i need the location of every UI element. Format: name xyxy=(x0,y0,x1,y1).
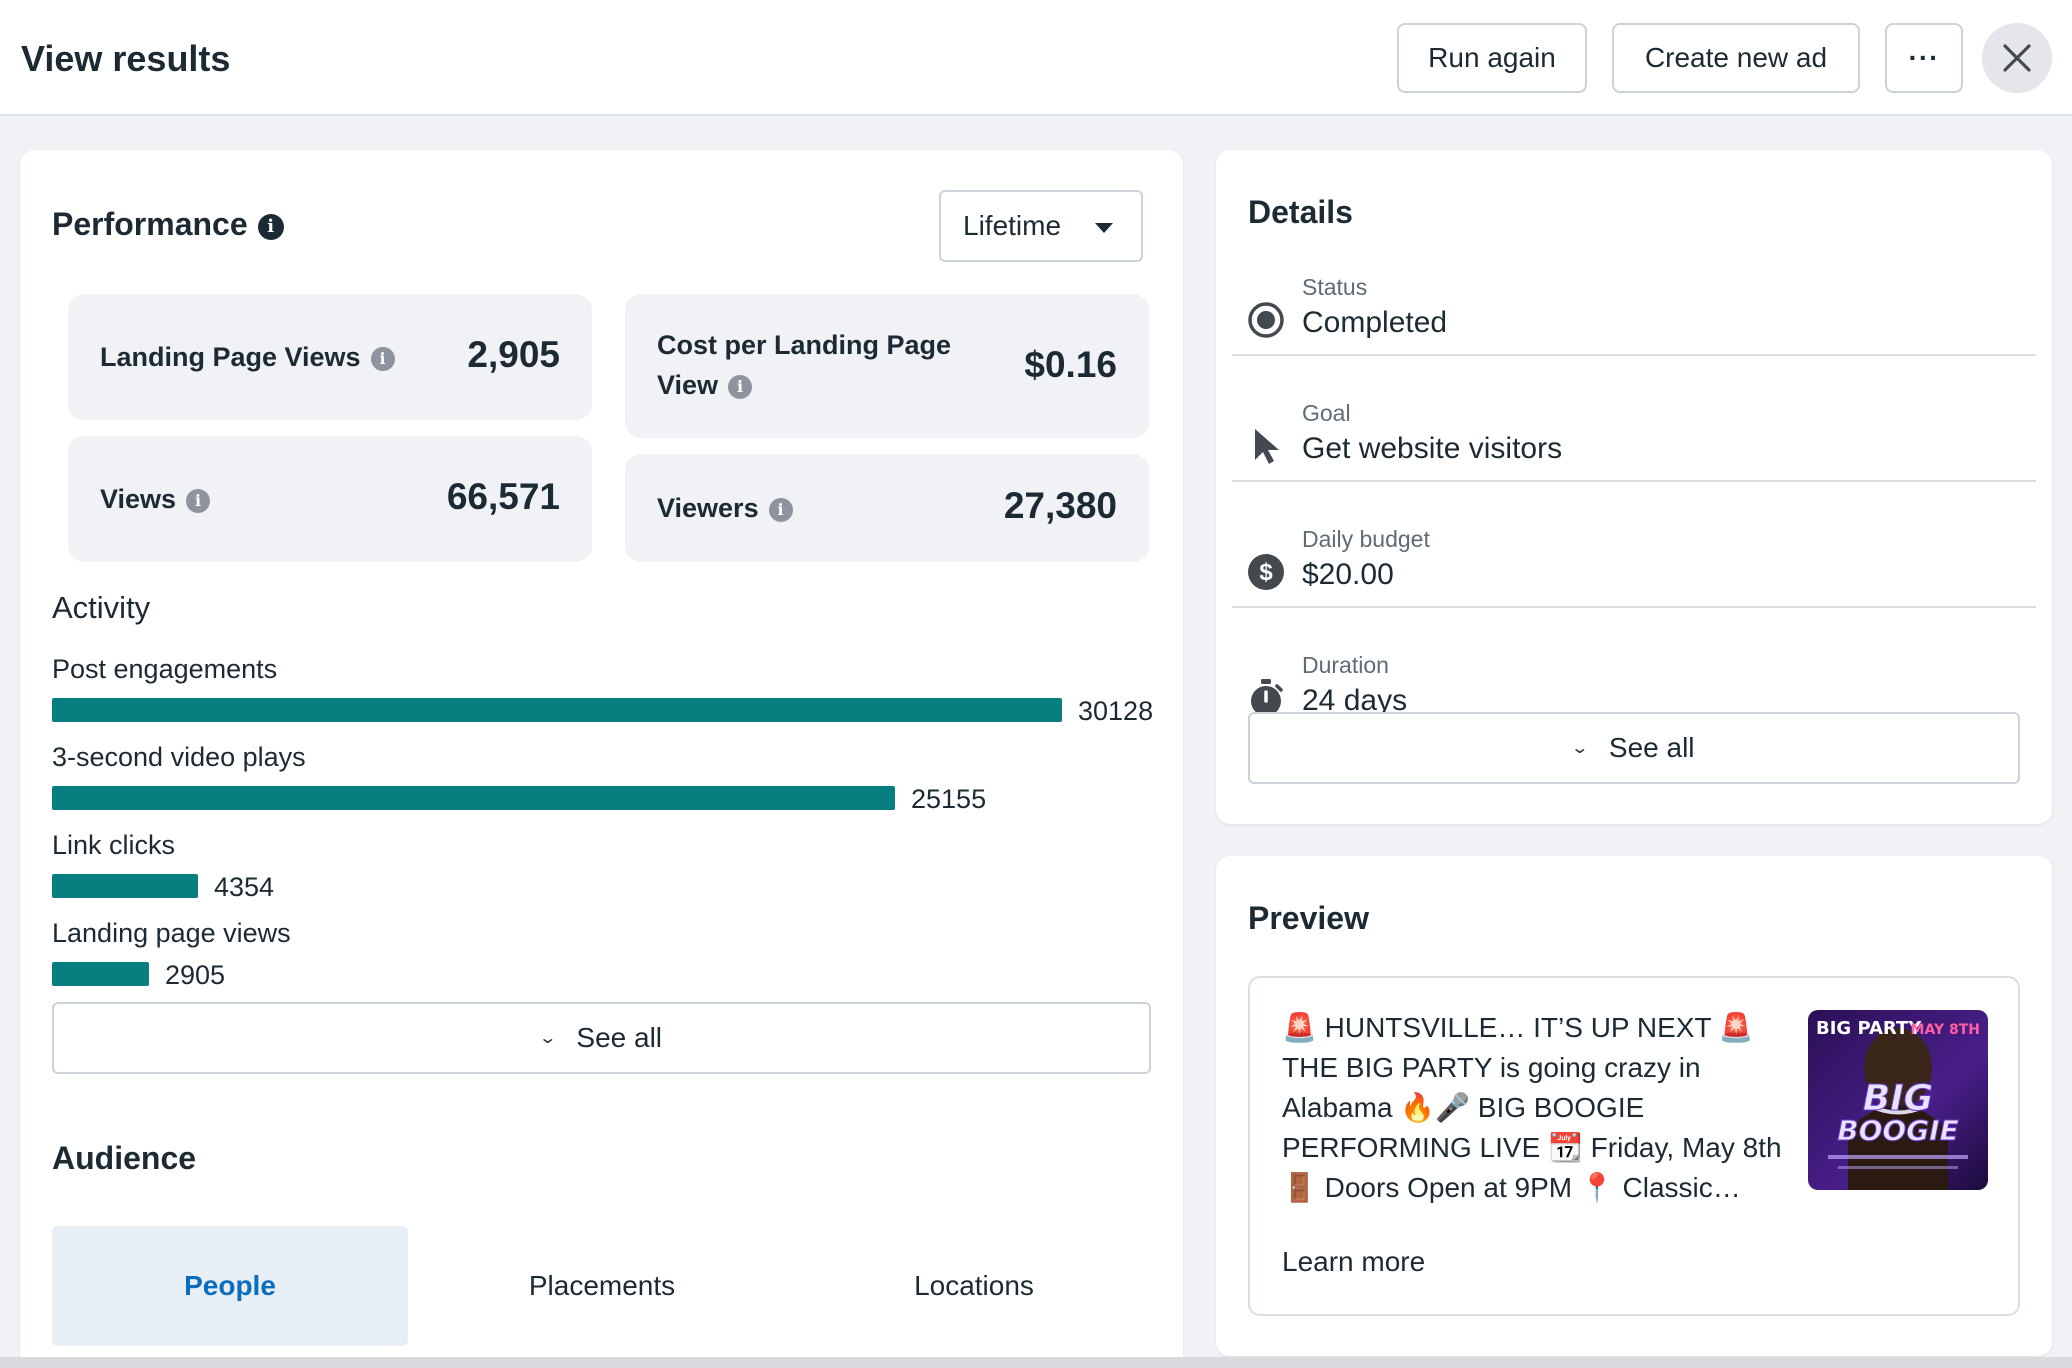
activity-bar xyxy=(52,962,149,986)
activity-value: 4354 xyxy=(214,872,275,902)
metric-value: 27,380 xyxy=(1003,485,1117,526)
stopwatch-icon xyxy=(1251,679,1283,716)
run-again-button[interactable]: Run again xyxy=(1397,23,1587,93)
activity-bar xyxy=(52,786,895,810)
date-range-dropdown[interactable]: Lifetime xyxy=(939,190,1143,262)
divider xyxy=(1232,480,2036,482)
audience-title: Audience xyxy=(52,1140,197,1176)
page-title: View results xyxy=(21,38,231,79)
metric-label: Landing Page Views i xyxy=(100,337,395,377)
see-all-label: See all xyxy=(576,1022,663,1053)
ad-preview[interactable]: 🚨 HUNTSVILLE… IT’S UP NEXT 🚨 THE BIG PAR… xyxy=(1248,976,2020,1316)
detail-row-daily-budget: $ Daily budget $20.00 xyxy=(1232,500,2036,626)
info-icon[interactable]: i xyxy=(257,213,284,240)
info-icon[interactable]: i xyxy=(186,488,211,513)
header-bar: View results Run again Create new ad ··· xyxy=(0,0,2072,116)
detail-label: Goal xyxy=(1302,400,1351,426)
detail-row-duration: Duration 24 days xyxy=(1232,626,2036,752)
date-range-value: Lifetime xyxy=(963,210,1062,241)
metric-value: 2,905 xyxy=(467,334,560,375)
metric-value: $0.16 xyxy=(1024,344,1117,385)
metric-card-views: Views i 66,571 xyxy=(68,436,592,562)
radio-selected-icon xyxy=(1248,302,1284,338)
ad-thumbnail: BIG PARTY MAY 8TH BIG BOOGIE xyxy=(1808,1010,1988,1190)
metric-card-landing-page-views: Landing Page Views i 2,905 xyxy=(68,294,592,420)
activity-bar xyxy=(52,698,1062,722)
details-title: Details xyxy=(1248,194,1353,230)
activity-label: Post engagements xyxy=(52,654,278,684)
performance-card: Performance i Lifetime Landing Page Views… xyxy=(20,150,1183,1368)
activity-value: 25155 xyxy=(911,784,987,814)
thumb-corner-left: BIG PARTY xyxy=(1816,1018,1922,1039)
info-icon[interactable]: i xyxy=(728,374,753,399)
detail-value: Completed xyxy=(1302,306,1448,339)
activity-title: Activity xyxy=(52,590,151,625)
metric-label: Viewers i xyxy=(657,488,793,528)
metric-card-viewers: Viewers i 27,380 xyxy=(625,454,1149,562)
metric-label-text: Landing Page Views xyxy=(100,342,361,372)
chevron-down-icon: ⌄ xyxy=(1570,740,1590,757)
bottom-edge xyxy=(0,1357,2072,1368)
chevron-down-icon: ⌄ xyxy=(538,1030,558,1047)
divider xyxy=(1232,606,2036,608)
preview-title: Preview xyxy=(1248,900,1369,936)
detail-value: $20.00 xyxy=(1302,558,1394,591)
detail-label: Duration xyxy=(1302,652,1389,678)
more-options-button[interactable]: ··· xyxy=(1885,23,1963,93)
divider xyxy=(1232,354,2036,356)
metric-label-text: Views xyxy=(100,484,177,514)
learn-more-link[interactable]: Learn more xyxy=(1282,1246,1426,1277)
detail-row-status: Status Completed xyxy=(1232,248,2036,374)
detail-label: Daily budget xyxy=(1302,526,1430,552)
close-button[interactable] xyxy=(1982,23,2052,93)
preview-card: Preview 🚨 HUNTSVILLE… IT’S UP NEXT 🚨 THE… xyxy=(1216,856,2052,1356)
activity-label: Landing page views xyxy=(52,918,291,948)
detail-value: 24 days xyxy=(1302,684,1408,717)
detail-label: Status xyxy=(1302,274,1368,300)
activity-bar xyxy=(52,874,198,898)
ad-thumbnail-art: BIG PARTY MAY 8TH BIG BOOGIE xyxy=(1808,1010,1988,1190)
detail-value: Get website visitors xyxy=(1302,432,1563,465)
caret-down-icon xyxy=(1095,223,1113,233)
create-new-ad-button[interactable]: Create new ad xyxy=(1612,23,1860,93)
metric-value: 66,571 xyxy=(446,476,560,517)
detail-row-goal: Goal Get website visitors xyxy=(1232,374,2036,500)
metric-label: Views i xyxy=(100,479,211,519)
thumb-corner-right: MAY 8TH xyxy=(1911,1022,1980,1038)
metric-card-cost-per-landing-page-view: Cost per Landing Page View i $0.16 xyxy=(625,294,1149,438)
metric-label-text: Viewers xyxy=(657,493,759,523)
activity-see-all-button[interactable]: ⌄ See all xyxy=(52,1002,1151,1074)
dollar-icon: $ xyxy=(1248,554,1284,590)
performance-title-text: Performance xyxy=(52,206,248,242)
metric-label-text: Cost per Landing Page View xyxy=(657,330,952,400)
metric-label: Cost per Landing Page View i xyxy=(657,325,987,405)
activity-value: 30128 xyxy=(1078,696,1154,726)
close-icon xyxy=(2003,44,2031,72)
activity-label: Link clicks xyxy=(52,830,176,860)
thumb-line1: BIG xyxy=(1863,1078,1933,1119)
thumb-line2: BOOGIE xyxy=(1837,1114,1958,1147)
tab-placements[interactable]: Placements xyxy=(528,1270,676,1301)
performance-title: Performance i xyxy=(52,206,284,243)
activity-value: 2905 xyxy=(165,960,226,990)
see-all-label: See all xyxy=(1608,732,1695,763)
cursor-icon xyxy=(1255,429,1279,464)
info-icon[interactable]: i xyxy=(768,497,793,522)
tab-locations[interactable]: Locations xyxy=(914,1270,1034,1301)
details-card: Details Status Completed Goal Get websit… xyxy=(1216,150,2052,824)
tab-people[interactable]: People xyxy=(52,1226,408,1346)
ad-primary-text: 🚨 HUNTSVILLE… IT’S UP NEXT 🚨 THE BIG PAR… xyxy=(1282,1012,1782,1203)
info-icon[interactable]: i xyxy=(370,346,395,371)
activity-label: 3-second video plays xyxy=(52,742,306,772)
svg-text:$: $ xyxy=(1259,559,1273,586)
details-see-all-button[interactable]: ⌄ See all xyxy=(1248,712,2020,784)
